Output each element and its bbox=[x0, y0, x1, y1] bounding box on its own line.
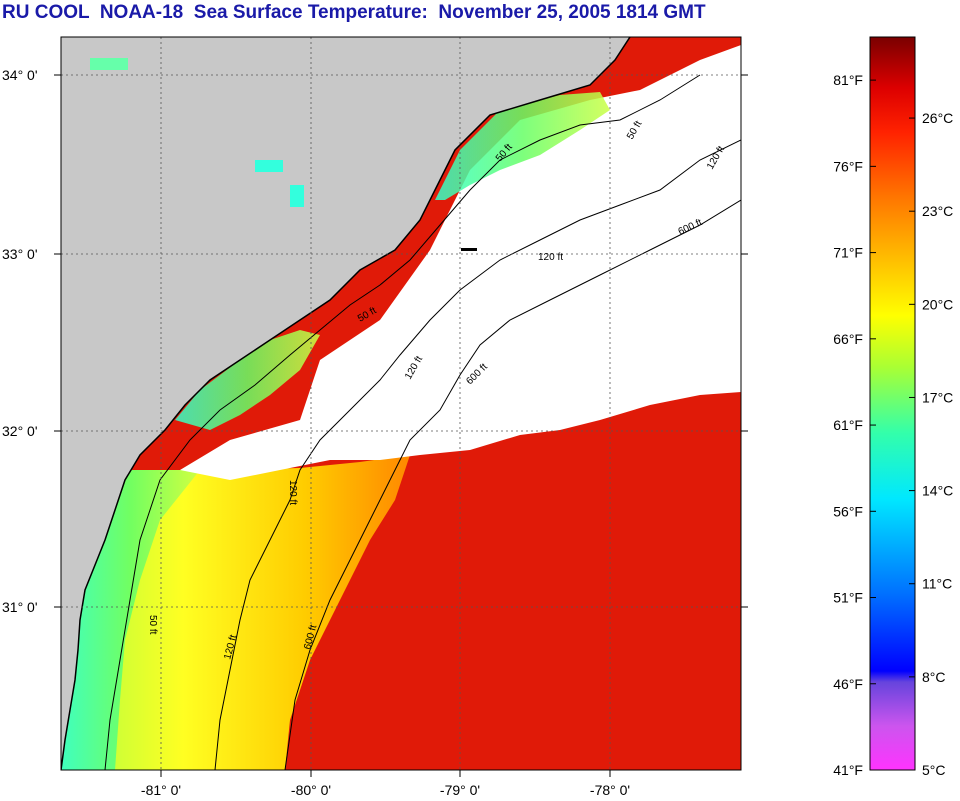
lon-label: -80° 0' bbox=[291, 782, 331, 798]
colorbar-fahrenheit-label: 56°F bbox=[833, 503, 863, 519]
lat-label: 31° 0' bbox=[2, 599, 38, 615]
colorbar-celsius-label: 11°C bbox=[922, 576, 952, 592]
colorbar-fahrenheit-label: 51°F bbox=[833, 590, 863, 606]
map-title: RU COOL NOAA-18 Sea Surface Temperature:… bbox=[2, 2, 706, 23]
colorbar-fahrenheit-label: 76°F bbox=[833, 158, 863, 174]
contour-label: 120 ft bbox=[287, 480, 298, 505]
colorbar-celsius-label: 20°C bbox=[922, 296, 953, 312]
land-mass bbox=[61, 37, 630, 770]
contour-label: 120 ft bbox=[538, 252, 563, 263]
lon-label: -81° 0' bbox=[141, 782, 181, 798]
inland-water-patch bbox=[90, 58, 128, 70]
colorbar-celsius-label: 23°C bbox=[922, 203, 953, 219]
lat-label: 34° 0' bbox=[2, 67, 38, 83]
contour-120ft bbox=[214, 139, 741, 770]
map-marker bbox=[461, 248, 477, 251]
contour-50ft bbox=[104, 74, 701, 770]
inland-water-patch bbox=[290, 185, 304, 207]
contour-label: 50 ft bbox=[147, 615, 158, 635]
colorbar-celsius-label: 14°C bbox=[922, 483, 953, 499]
north-coastal-water bbox=[435, 92, 610, 200]
colorbar-fahrenheit-label: 71°F bbox=[833, 245, 863, 261]
colorbar-fahrenheit-label: 61°F bbox=[833, 417, 863, 433]
colorbar-fahrenheit-label: 81°F bbox=[833, 72, 863, 88]
colorbar bbox=[869, 36, 916, 771]
lat-label: 33° 0' bbox=[2, 246, 38, 262]
cloud-cover-region bbox=[180, 45, 741, 480]
coastline bbox=[61, 37, 631, 770]
inland-water-patch bbox=[255, 160, 283, 172]
colorbar-celsius-label: 5°C bbox=[922, 762, 946, 778]
colorbar-fahrenheit-label: 46°F bbox=[833, 676, 863, 692]
lat-label: 32° 0' bbox=[2, 423, 38, 439]
colorbar-celsius-label: 8°C bbox=[922, 669, 946, 685]
central-coastal-water bbox=[175, 330, 320, 430]
map-frame bbox=[60, 36, 742, 771]
lon-label: -78° 0' bbox=[590, 782, 630, 798]
colorbar-fahrenheit-label: 66°F bbox=[833, 331, 863, 347]
colorbar-fahrenheit-label: 41°F bbox=[833, 762, 863, 778]
lon-label: -79° 0' bbox=[440, 782, 480, 798]
colorbar-celsius-label: 17°C bbox=[922, 389, 953, 405]
colorbar-celsius-label: 26°C bbox=[922, 110, 953, 126]
contour-600ft bbox=[284, 199, 741, 770]
